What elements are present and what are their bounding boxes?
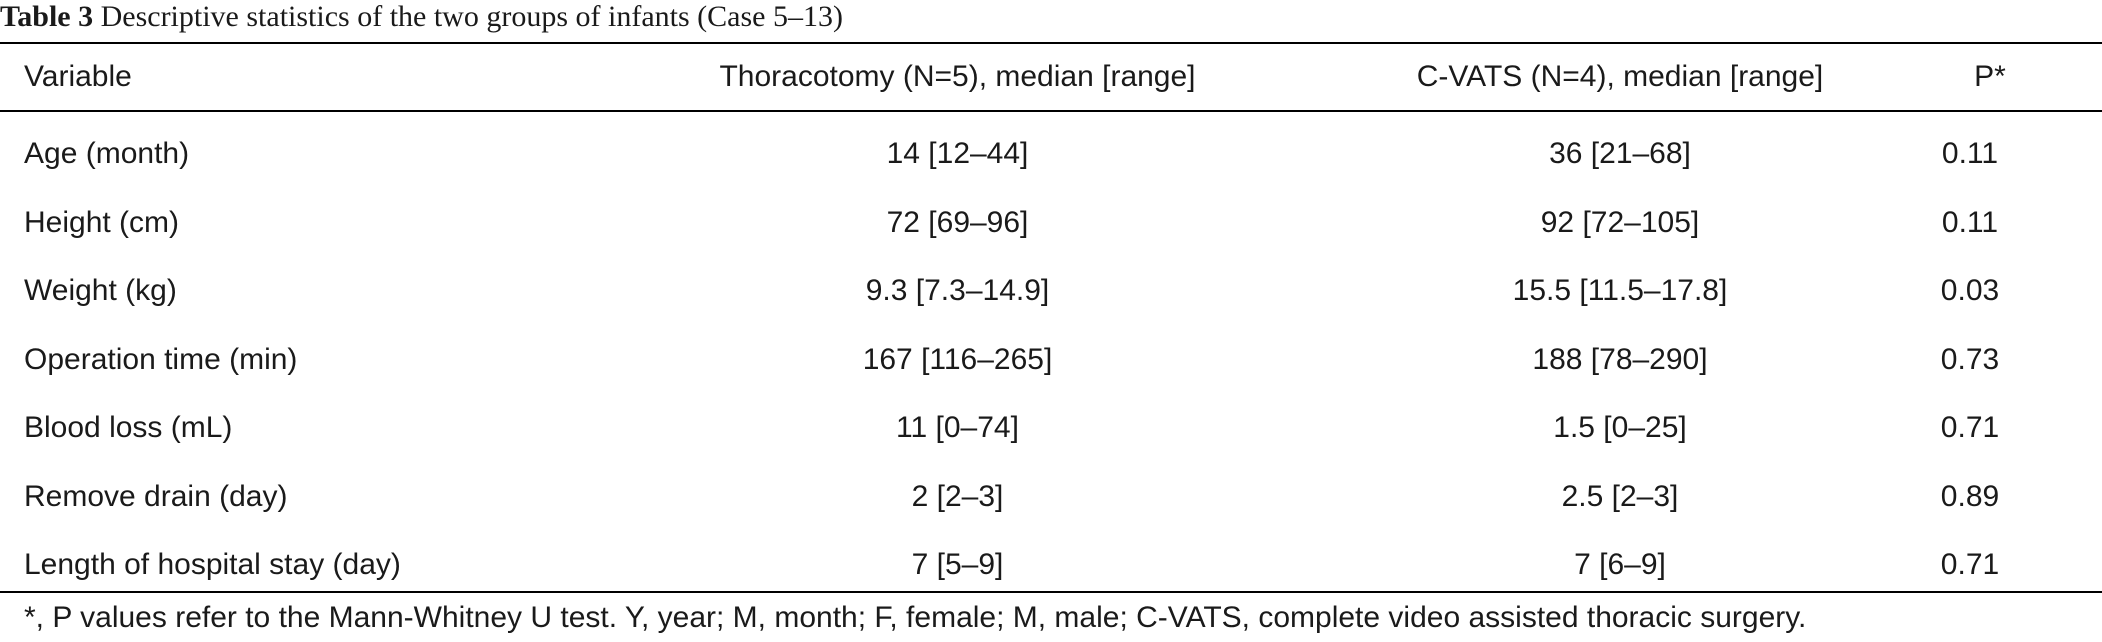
cell-p-value: 0.11 xyxy=(1935,189,2102,258)
cell-cvats: 92 [72–105] xyxy=(1540,205,1700,239)
header-p-value: P* xyxy=(1935,44,2102,110)
cell-cvats: 36 [21–68] xyxy=(1549,137,1691,171)
cell-variable: Operation time (min) xyxy=(24,342,298,376)
cell-thoracotomy: 7 [5–9] xyxy=(911,548,1004,582)
cell-variable: Age (month) xyxy=(24,137,190,171)
cell-p-value: 0.11 xyxy=(1935,120,2102,189)
cell-p-value: 0.03 xyxy=(1935,257,2102,326)
table-spacer xyxy=(0,110,2102,120)
cell-p-value: 0.71 xyxy=(1935,531,2102,600)
cell-p-value: 0.73 xyxy=(1935,326,2102,395)
table-row: Weight (kg) 9.3 [7.3–14.9] 15.5 [11.5–17… xyxy=(0,257,2102,326)
table-header-rule xyxy=(0,110,2102,112)
table-header-row: Variable Thoracotomy (N=5), median [rang… xyxy=(0,44,2102,110)
table-row: Age (month) 14 [12–44] 36 [21–68] 0.11 xyxy=(0,120,2102,189)
cell-p-value: 0.71 xyxy=(1935,394,2102,463)
cell-variable: Height (cm) xyxy=(24,205,180,239)
cell-thoracotomy: 2 [2–3] xyxy=(911,479,1004,513)
table-row: Operation time (min) 167 [116–265] 188 [… xyxy=(0,326,2102,395)
table-caption-text: Descriptive statistics of the two groups… xyxy=(100,0,843,33)
table-row: Remove drain (day) 2 [2–3] 2.5 [2–3] 0.8… xyxy=(0,463,2102,532)
table-row: Length of hospital stay (day) 7 [5–9] 7 … xyxy=(0,531,2102,600)
cell-cvats: 7 [6–9] xyxy=(1574,548,1666,582)
table-row: Blood loss (mL) 11 [0–74] 1.5 [0–25] 0.7… xyxy=(0,394,2102,463)
table-footnote: *, P values refer to the Mann-Whitney U … xyxy=(24,601,1807,634)
cell-thoracotomy: 167 [116–265] xyxy=(862,342,1053,376)
cell-p-value-text: 0.89 xyxy=(1940,479,2000,513)
cell-cvats: 15.5 [11.5–17.8] xyxy=(1512,274,1728,308)
cell-variable: Blood loss (mL) xyxy=(24,411,233,445)
cell-variable: Remove drain (day) xyxy=(24,479,288,513)
table-top-rule xyxy=(0,42,2102,44)
cell-p-value-text: 0.71 xyxy=(1940,548,2000,582)
cell-cvats: 188 [78–290] xyxy=(1532,342,1708,376)
table-row: Height (cm) 72 [69–96] 92 [72–105] 0.11 xyxy=(0,189,2102,258)
cell-cvats: 2.5 [2–3] xyxy=(1561,479,1679,513)
cell-variable: Weight (kg) xyxy=(24,274,177,308)
header-variable: Variable xyxy=(24,60,132,93)
cell-cvats: 1.5 [0–25] xyxy=(1553,411,1687,445)
header-thoracotomy: Thoracotomy (N=5), median [range] xyxy=(719,60,1196,93)
cell-p-value-text: 0.11 xyxy=(1941,137,1999,171)
cell-p-value-text: 0.73 xyxy=(1940,342,2000,376)
header-cvats: C-VATS (N=4), median [range] xyxy=(1416,60,1824,93)
descriptive-statistics-table: Variable Thoracotomy (N=5), median [rang… xyxy=(0,44,2102,600)
cell-p-value-text: 0.03 xyxy=(1940,274,2000,308)
cell-p-value-text: 0.11 xyxy=(1941,205,1999,239)
cell-thoracotomy: 14 [12–44] xyxy=(886,137,1029,171)
cell-thoracotomy: 9.3 [7.3–14.9] xyxy=(865,274,1050,308)
table-bottom-rule xyxy=(0,591,2102,593)
cell-p-value-text: 0.71 xyxy=(1940,411,2000,445)
cell-thoracotomy: 72 [69–96] xyxy=(886,205,1029,239)
table-caption-label: Table 3 xyxy=(0,0,94,33)
table-caption: Table 3 Descriptive statistics of the tw… xyxy=(0,0,843,38)
cell-p-value: 0.89 xyxy=(1935,463,2102,532)
header-p-value-text: P* xyxy=(1974,60,2006,93)
cell-variable: Length of hospital stay (day) xyxy=(24,548,401,582)
cell-thoracotomy: 11 [0–74] xyxy=(896,411,1019,445)
